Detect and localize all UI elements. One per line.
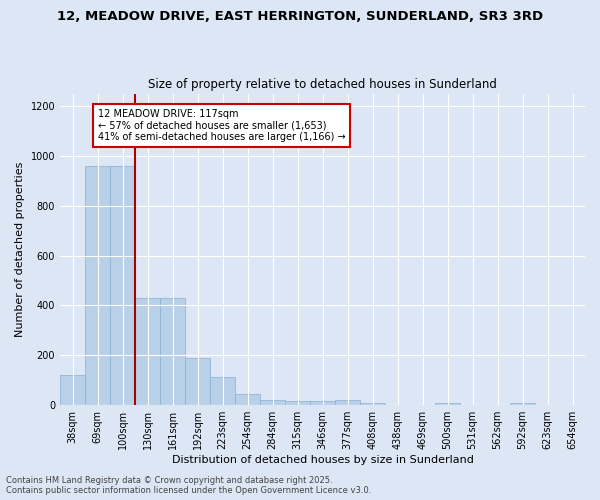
Bar [160, 298, 185, 405]
Bar [335, 400, 360, 405]
Bar [235, 394, 260, 405]
X-axis label: Distribution of detached houses by size in Sunderland: Distribution of detached houses by size … [172, 455, 473, 465]
Bar [185, 358, 210, 405]
Bar [510, 403, 535, 405]
Text: 12, MEADOW DRIVE, EAST HERRINGTON, SUNDERLAND, SR3 3RD: 12, MEADOW DRIVE, EAST HERRINGTON, SUNDE… [57, 10, 543, 23]
Bar [135, 298, 160, 405]
Bar [110, 166, 135, 405]
Bar [285, 401, 310, 405]
Bar [260, 400, 285, 405]
Bar [85, 166, 110, 405]
Text: 12 MEADOW DRIVE: 117sqm
← 57% of detached houses are smaller (1,653)
41% of semi: 12 MEADOW DRIVE: 117sqm ← 57% of detache… [98, 108, 345, 142]
Bar [360, 402, 385, 405]
Title: Size of property relative to detached houses in Sunderland: Size of property relative to detached ho… [148, 78, 497, 91]
Bar [210, 376, 235, 405]
Bar [60, 376, 85, 405]
Text: Contains HM Land Registry data © Crown copyright and database right 2025.
Contai: Contains HM Land Registry data © Crown c… [6, 476, 371, 495]
Y-axis label: Number of detached properties: Number of detached properties [15, 162, 25, 337]
Bar [435, 403, 460, 405]
Bar [310, 401, 335, 405]
